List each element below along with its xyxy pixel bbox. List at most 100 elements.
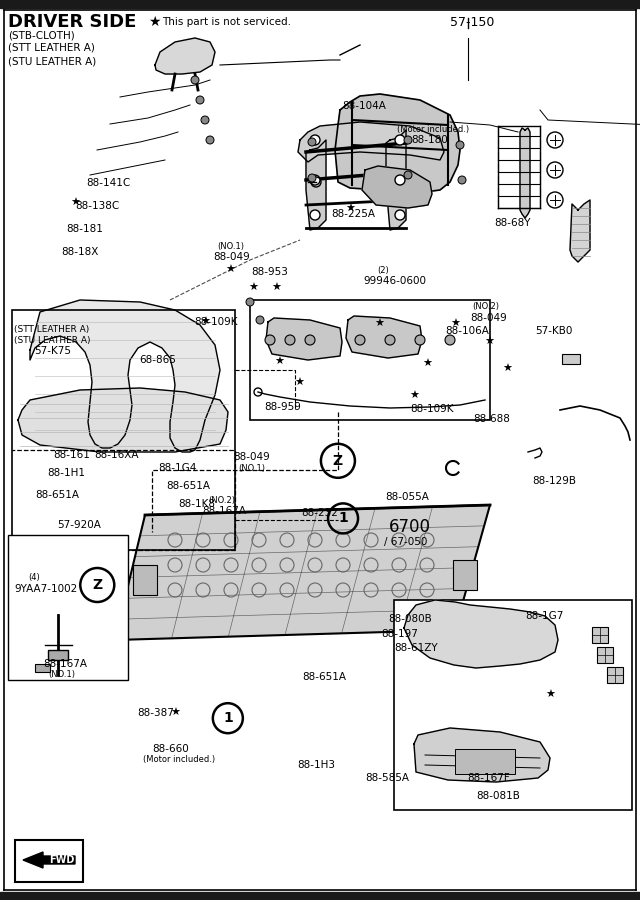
- Text: 1: 1: [338, 511, 348, 526]
- Text: (STU LEATHER A): (STU LEATHER A): [14, 336, 91, 345]
- Circle shape: [285, 335, 295, 345]
- Polygon shape: [306, 140, 326, 230]
- Polygon shape: [298, 122, 444, 162]
- Polygon shape: [386, 130, 406, 230]
- Bar: [133, 565, 157, 595]
- Text: (2): (2): [377, 266, 388, 274]
- Bar: [597, 647, 613, 663]
- Bar: [592, 627, 608, 643]
- Text: DRIVER SIDE: DRIVER SIDE: [8, 13, 136, 31]
- Text: 88-1K8: 88-1K8: [179, 499, 216, 509]
- Circle shape: [385, 335, 395, 345]
- Bar: [250, 300, 490, 420]
- Circle shape: [310, 210, 320, 220]
- Circle shape: [456, 141, 464, 149]
- Text: 88-167A: 88-167A: [202, 506, 246, 517]
- Text: 57-KB0: 57-KB0: [535, 326, 572, 337]
- Bar: [453, 560, 477, 590]
- Circle shape: [191, 76, 199, 84]
- Text: ★: ★: [200, 317, 210, 328]
- Circle shape: [310, 175, 320, 185]
- Polygon shape: [335, 94, 460, 194]
- Text: 88-18X: 88-18X: [61, 247, 98, 257]
- Text: ★: ★: [148, 15, 161, 29]
- Polygon shape: [23, 852, 75, 868]
- Text: ★: ★: [294, 378, 305, 389]
- Circle shape: [310, 135, 320, 145]
- Text: ★: ★: [502, 364, 513, 374]
- Text: 88-651A: 88-651A: [302, 671, 346, 682]
- Text: 88-16XA: 88-16XA: [95, 450, 140, 461]
- Text: 88-1H3: 88-1H3: [297, 760, 335, 770]
- Polygon shape: [362, 166, 432, 208]
- Text: ★: ★: [422, 358, 433, 369]
- Text: Z: Z: [92, 578, 102, 592]
- Text: 68-865: 68-865: [140, 355, 177, 365]
- Text: (STU LEATHER A): (STU LEATHER A): [8, 56, 96, 66]
- Polygon shape: [115, 505, 490, 640]
- Text: 88-959: 88-959: [264, 401, 301, 412]
- Text: / 67-050: / 67-050: [384, 536, 428, 547]
- Text: 88-181: 88-181: [66, 223, 103, 234]
- Text: 88-180: 88-180: [412, 135, 448, 146]
- Text: 88-106A: 88-106A: [445, 326, 489, 337]
- Circle shape: [308, 174, 316, 182]
- Text: 88-049: 88-049: [213, 252, 250, 263]
- Circle shape: [246, 298, 254, 306]
- Bar: [48, 650, 68, 660]
- Text: ★: ★: [170, 707, 180, 718]
- Text: ★: ★: [451, 319, 461, 329]
- Bar: [455, 749, 515, 774]
- Bar: [562, 354, 580, 364]
- Text: (NO.1): (NO.1): [48, 670, 75, 680]
- Polygon shape: [266, 318, 342, 360]
- Text: 88-138C: 88-138C: [76, 201, 120, 212]
- Text: 88-585A: 88-585A: [365, 772, 409, 783]
- Text: 88-081B: 88-081B: [476, 790, 520, 801]
- Text: 88-141C: 88-141C: [86, 177, 131, 188]
- Text: 88-049: 88-049: [234, 452, 270, 463]
- Text: 88-167A: 88-167A: [44, 659, 88, 670]
- Text: 88-651A: 88-651A: [35, 490, 79, 500]
- Text: FWD: FWD: [49, 855, 74, 865]
- Text: ★: ★: [248, 283, 259, 293]
- Circle shape: [415, 335, 425, 345]
- Text: ★: ★: [271, 283, 282, 293]
- Bar: [607, 667, 623, 683]
- Text: ★: ★: [70, 198, 80, 209]
- Text: 88-68Y: 88-68Y: [495, 218, 531, 229]
- Text: 88-953: 88-953: [252, 266, 289, 277]
- Text: ★: ★: [484, 337, 494, 347]
- Circle shape: [256, 316, 264, 324]
- Text: 88-049: 88-049: [470, 312, 506, 323]
- Text: 88-129B: 88-129B: [532, 475, 577, 486]
- Bar: [394, 600, 632, 810]
- Text: This part is not serviced.: This part is not serviced.: [162, 17, 291, 27]
- Text: 57-K75: 57-K75: [34, 346, 71, 356]
- Text: ★: ★: [374, 319, 384, 329]
- Bar: [8, 535, 128, 680]
- Polygon shape: [414, 728, 550, 782]
- Text: 88-387: 88-387: [138, 707, 175, 718]
- Bar: [0, 0, 640, 8]
- Text: ★: ★: [346, 203, 356, 214]
- Polygon shape: [30, 300, 220, 452]
- Text: 88-167F: 88-167F: [467, 772, 510, 783]
- Text: 88-688: 88-688: [474, 414, 511, 425]
- Text: 88-1G7: 88-1G7: [525, 610, 563, 621]
- Text: ★: ★: [274, 356, 284, 367]
- Bar: [35, 664, 50, 672]
- Text: (NO.2): (NO.2): [472, 302, 499, 311]
- Text: (4): (4): [28, 573, 40, 582]
- Bar: [12, 310, 235, 550]
- Circle shape: [201, 116, 209, 124]
- Text: 6700: 6700: [389, 518, 431, 536]
- Text: 88-080B: 88-080B: [388, 614, 431, 625]
- Text: 9YAA7-1002: 9YAA7-1002: [14, 583, 77, 594]
- Text: (NO.1): (NO.1): [218, 242, 244, 251]
- Text: 88-225A: 88-225A: [331, 209, 375, 220]
- Circle shape: [445, 335, 455, 345]
- Text: 88-109K: 88-109K: [410, 404, 454, 415]
- Circle shape: [355, 335, 365, 345]
- Circle shape: [458, 176, 466, 184]
